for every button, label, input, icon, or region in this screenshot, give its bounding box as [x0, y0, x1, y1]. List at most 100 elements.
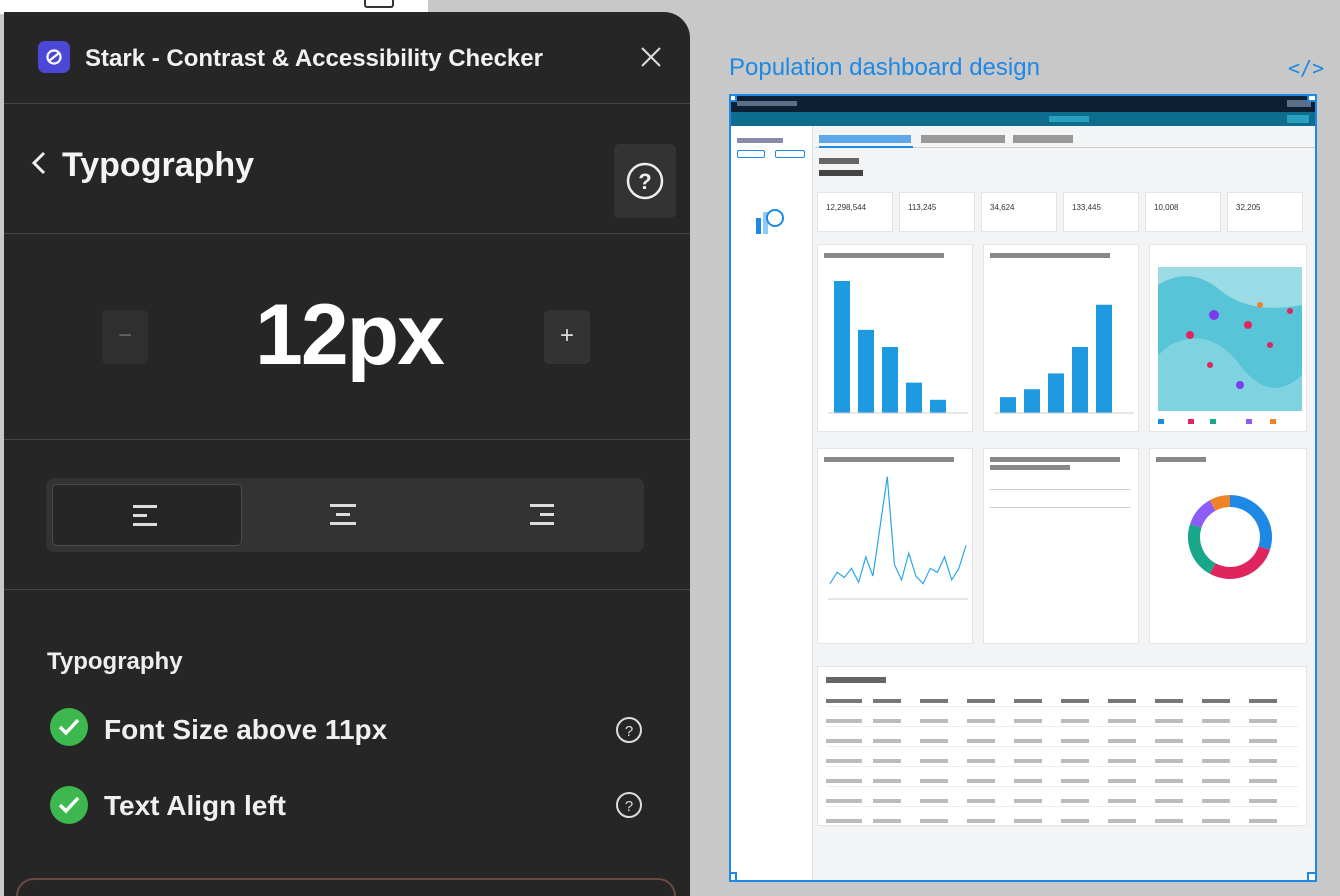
bar [882, 347, 898, 413]
table-cell [1249, 739, 1277, 743]
kpi-value: 32,205 [1236, 203, 1261, 212]
table-row [826, 797, 1298, 807]
align-left-icon [133, 505, 157, 526]
table-row [826, 697, 1298, 707]
resize-handle[interactable] [731, 872, 737, 880]
map-chart[interactable] [1150, 245, 1308, 433]
alignment-group [46, 478, 644, 552]
svg-text:?: ? [625, 723, 633, 740]
align-right-button[interactable] [448, 484, 638, 546]
align-right-icon [530, 504, 554, 525]
table-cell [920, 779, 948, 783]
tab-active[interactable] [819, 135, 911, 143]
sidebar-button[interactable] [775, 150, 805, 158]
table-cell [1202, 779, 1230, 783]
table-cell [1108, 779, 1136, 783]
table-cell [1061, 799, 1089, 803]
bar-chart-card [817, 244, 973, 432]
table-cell [873, 819, 901, 823]
table-cell [920, 739, 948, 743]
bar [906, 382, 922, 413]
bar [1000, 397, 1016, 413]
info-icon[interactable]: ? [615, 716, 643, 744]
table-cell [1155, 719, 1183, 723]
table-cell [1061, 819, 1089, 823]
table-cell [1249, 779, 1277, 783]
table-cell [1249, 799, 1277, 803]
logo-placeholder [737, 101, 797, 106]
decrease-size-button[interactable]: − [102, 310, 148, 364]
table-cell [1202, 719, 1230, 723]
align-center-button[interactable] [250, 484, 440, 546]
table-cell [1014, 699, 1042, 703]
tab[interactable] [1013, 135, 1073, 143]
region-value [819, 170, 863, 176]
card-subtitle [990, 465, 1070, 470]
table-cell [1202, 799, 1230, 803]
table-cell [873, 799, 901, 803]
close-icon[interactable] [636, 42, 666, 72]
table-cell [1014, 799, 1042, 803]
table-cell [1155, 799, 1183, 803]
card-title [1156, 457, 1206, 462]
donut-slice [1190, 500, 1216, 529]
check-label: Font Size above 11px [104, 714, 388, 745]
chart-illustration-icon [756, 209, 784, 234]
table-cell [826, 699, 862, 703]
table-cell [1249, 719, 1277, 723]
tab[interactable] [921, 135, 1005, 143]
kpi-card: 10,008 [1145, 192, 1221, 232]
kpi-value: 34,624 [990, 203, 1015, 212]
toolbar-button[interactable] [1287, 115, 1309, 123]
table-row [826, 757, 1298, 767]
table-cell [1108, 799, 1136, 803]
back-chevron-icon[interactable] [28, 148, 52, 178]
table-row [826, 737, 1298, 747]
bar [1072, 347, 1088, 413]
check-pass-icon [50, 786, 88, 824]
help-button[interactable]: ? [614, 144, 676, 218]
sidebar-button[interactable] [737, 150, 765, 158]
table-cell [1014, 779, 1042, 783]
sidebar-heading [737, 138, 783, 143]
table-cell [873, 739, 901, 743]
stark-logo-icon [38, 41, 70, 73]
table-row [826, 717, 1298, 727]
stark-panel: Stark - Contrast & Accessibility Checker… [4, 12, 690, 896]
table-row [826, 777, 1298, 787]
bar [858, 329, 874, 413]
resize-handle[interactable] [1307, 96, 1315, 102]
align-center-icon [330, 504, 356, 525]
table-cell [1202, 759, 1230, 763]
dashboard-main: 12,298,544 113,245 34,624 133,445 10,008 32,2… [815, 126, 1315, 880]
alignment-row [4, 440, 690, 590]
table-cell [873, 719, 901, 723]
info-icon[interactable]: ? [615, 791, 643, 819]
user-area [1287, 100, 1311, 107]
increase-size-button[interactable]: + [544, 310, 590, 364]
panel-header: Stark - Contrast & Accessibility Checker [4, 12, 690, 104]
region-label [819, 158, 859, 164]
table-title [826, 677, 886, 683]
resize-handle[interactable] [731, 96, 737, 102]
dashboard-frame[interactable]: 12,298,544 113,245 34,624 133,445 10,008 32,2… [729, 94, 1317, 882]
table-cell [1108, 819, 1136, 823]
table-cell [1202, 739, 1230, 743]
resize-handle[interactable] [1307, 872, 1315, 880]
code-icon[interactable]: </> [1288, 56, 1325, 80]
frame-title[interactable]: Population dashboard design [729, 54, 1040, 81]
table-cell [967, 719, 995, 723]
app-title: Stark - Contrast & Accessibility Checker [85, 45, 543, 72]
table-cell [920, 819, 948, 823]
align-left-button[interactable] [52, 484, 242, 546]
bottom-action-bar[interactable] [16, 878, 676, 896]
font-size-row: − 12px + [4, 234, 690, 440]
line-series [829, 476, 967, 585]
top-strip [0, 0, 428, 14]
layout-icon[interactable] [364, 0, 394, 8]
kpi-card: 113,245 [899, 192, 975, 232]
kpi-card: 34,624 [981, 192, 1057, 232]
kpi-value: 113,245 [908, 203, 937, 212]
table-cell [826, 739, 862, 743]
table-cell [1202, 699, 1230, 703]
